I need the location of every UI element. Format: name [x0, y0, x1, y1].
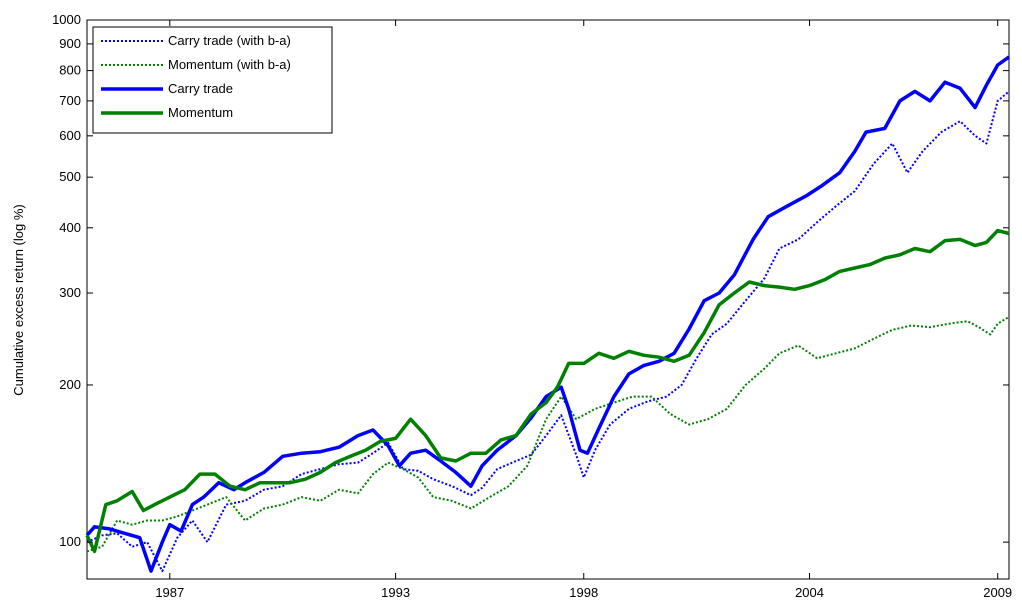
- y-tick-label: 500: [59, 169, 81, 184]
- legend-label: Carry trade: [168, 81, 233, 96]
- legend-label: Carry trade (with b-a): [168, 33, 291, 48]
- x-tick-label: 2009: [983, 585, 1012, 600]
- series-line-1: [86, 316, 1010, 553]
- y-tick-label: 300: [59, 285, 81, 300]
- legend: Carry trade (with b-a) Momentum (with b-a…: [92, 26, 333, 134]
- x-tick-label: 1993: [381, 585, 410, 600]
- y-tick-label: 1000: [52, 12, 81, 27]
- y-tick-label: 100: [59, 534, 81, 549]
- legend-label: Momentum (with b-a): [168, 57, 291, 72]
- ticks-group: 100 200 300 400 500 600 700 800 900 1000 1987 1993 1…: [52, 12, 1012, 600]
- y-tick-label: 600: [59, 128, 81, 143]
- series-line-2: [85, 55, 1011, 573]
- legend-box: [92, 26, 333, 134]
- series-line-0: [86, 90, 1010, 573]
- y-tick-label: 700: [59, 93, 81, 108]
- series-group: [85, 55, 1011, 573]
- series-line-3: [85, 228, 1010, 554]
- y-tick-label: 800: [59, 63, 81, 78]
- legend-label: Momentum: [168, 105, 233, 120]
- y-tick-label: 200: [59, 377, 81, 392]
- y-axis-title: Cumulative excess return (log %): [11, 204, 26, 395]
- y-tick-label: 400: [59, 220, 81, 235]
- x-tick-label: 1987: [155, 585, 184, 600]
- y-tick-label: 900: [59, 36, 81, 51]
- x-tick-label: 1998: [569, 585, 598, 600]
- x-tick-label: 2004: [795, 585, 824, 600]
